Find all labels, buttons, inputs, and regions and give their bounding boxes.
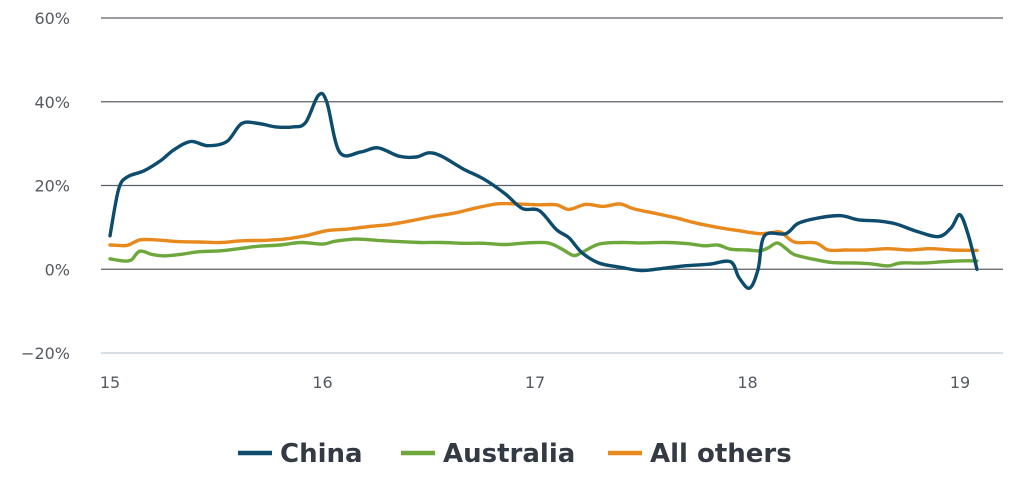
series-line-australia: [108, 237, 979, 268]
series-line-china: [108, 91, 979, 290]
axis-ticks: 60% 40% 20% 0% −20% 15 16 17 18 19: [21, 9, 970, 392]
legend-label-australia: Australia: [443, 439, 575, 469]
series-layer: [108, 91, 979, 290]
legend: China Australia All others: [238, 439, 792, 469]
series-line-all-others: [108, 201, 979, 253]
grid-layer: [101, 17, 1003, 354]
x-tick-label: 19: [950, 373, 970, 392]
legend-label-china: China: [280, 439, 363, 469]
y-tick-label: 20%: [34, 177, 70, 196]
x-tick-label: 18: [737, 373, 757, 392]
y-tick-label: −20%: [21, 344, 70, 363]
x-tick-label: 16: [312, 373, 332, 392]
x-tick-label: 15: [100, 373, 120, 392]
y-tick-label: 40%: [34, 93, 70, 112]
legend-label-all-others: All others: [650, 439, 792, 469]
x-tick-label: 17: [525, 373, 545, 392]
y-tick-label: 0%: [45, 260, 70, 279]
y-tick-label: 60%: [34, 9, 70, 28]
